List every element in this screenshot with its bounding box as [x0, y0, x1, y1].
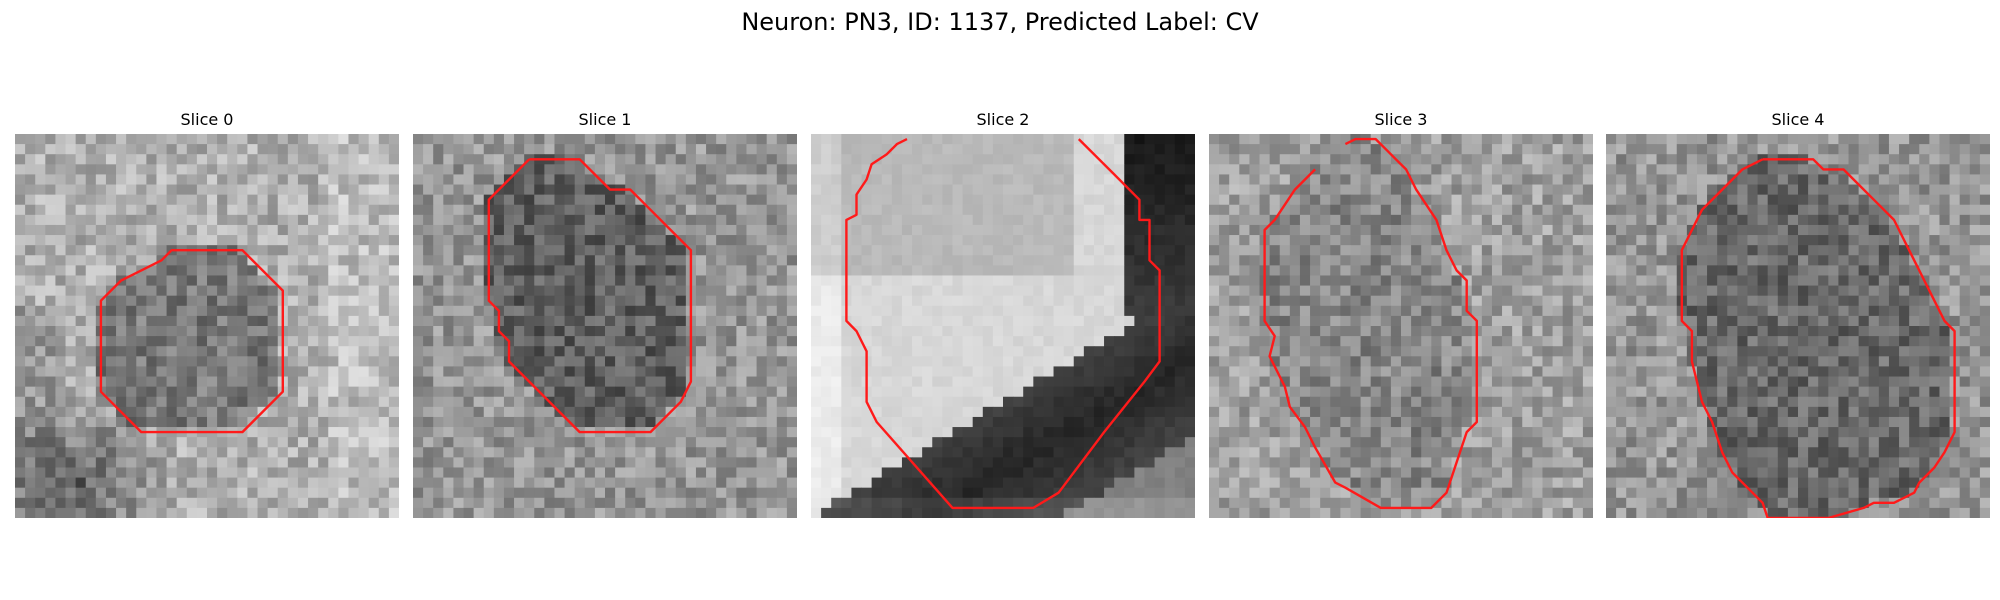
slice-panel-4: Slice 4 — [1606, 108, 1990, 518]
slice-title-0: Slice 0 — [180, 110, 234, 129]
slice-title-2: Slice 2 — [976, 110, 1030, 129]
figure-title: Neuron: PN3, ID: 1137, Predicted Label: … — [741, 8, 1259, 36]
slice-image-2 — [811, 134, 1195, 518]
segmentation-outline-1 — [487, 158, 693, 434]
segmentation-outline-3 — [1263, 137, 1478, 510]
slice-panel-2: Slice 2 — [811, 108, 1195, 518]
slice-image-1 — [413, 134, 797, 518]
segmentation-outline-4 — [1680, 158, 1956, 518]
slice-image-4 — [1606, 134, 1990, 518]
segmentation-outline-2 — [845, 138, 1161, 510]
slice-title-3: Slice 3 — [1374, 110, 1428, 129]
slice-panel-1: Slice 1 — [413, 108, 797, 518]
slice-image-3 — [1209, 134, 1593, 518]
slice-panel-3: Slice 3 — [1209, 108, 1593, 518]
segmentation-outline-0 — [99, 248, 284, 434]
slice-panel-0: Slice 0 — [15, 108, 399, 518]
slice-title-1: Slice 1 — [578, 110, 632, 129]
slice-title-4: Slice 4 — [1771, 110, 1825, 129]
slice-image-0 — [15, 134, 399, 518]
